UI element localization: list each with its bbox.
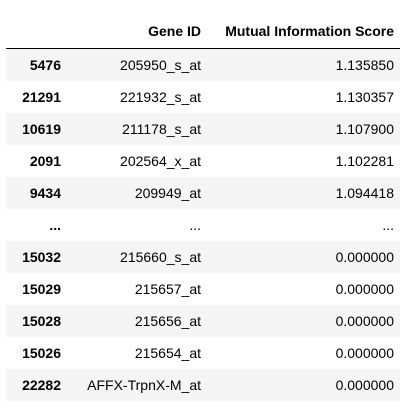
gene-id-cell: AFFX-TrpnX-M_at bbox=[87, 377, 201, 393]
table-row: 9434 209949_at 1.094418 bbox=[6, 177, 400, 209]
score-cell: ... bbox=[382, 217, 394, 233]
gene-id-cell: 215656_at bbox=[134, 313, 201, 329]
gene-id-cell: 215657_at bbox=[134, 281, 201, 297]
table-row: 15032 215660_s_at 0.000000 bbox=[6, 241, 400, 273]
gene-id-cell: 209949_at bbox=[134, 185, 201, 201]
header-row: Gene ID Mutual Information Score bbox=[6, 14, 400, 49]
index-header bbox=[6, 14, 67, 49]
gene-id-cell: 211178_s_at bbox=[122, 121, 201, 137]
row-index: 21291 bbox=[22, 89, 61, 105]
row-index: 15028 bbox=[22, 313, 61, 329]
table-row: 15026 215654_at 0.000000 bbox=[6, 337, 400, 369]
row-index: 2091 bbox=[29, 153, 61, 169]
column-header-mi-score: Mutual Information Score bbox=[207, 14, 400, 49]
score-cell: 0.000000 bbox=[335, 345, 394, 361]
dataframe-table: Gene ID Mutual Information Score 5476 20… bbox=[6, 14, 400, 401]
row-index: 22282 bbox=[22, 377, 61, 393]
row-index: 5476 bbox=[29, 57, 61, 73]
score-cell: 1.102281 bbox=[335, 153, 394, 169]
table-row: 21291 221932_s_at 1.130357 bbox=[6, 81, 400, 113]
row-index: 15032 bbox=[22, 249, 61, 265]
ellipsis-row: ... ... ... bbox=[6, 209, 400, 241]
row-index: ... bbox=[49, 217, 61, 233]
score-cell: 1.107900 bbox=[335, 121, 394, 137]
table-body: 5476 205950_s_at 1.135850 21291 221932_s… bbox=[6, 48, 400, 401]
table-row: 5476 205950_s_at 1.135850 bbox=[6, 48, 400, 81]
score-cell: 0.000000 bbox=[335, 281, 394, 297]
score-cell: 0.000000 bbox=[335, 249, 394, 265]
gene-id-cell: 215654_at bbox=[134, 345, 201, 361]
gene-id-cell: 202564_x_at bbox=[120, 153, 201, 169]
gene-id-cell: ... bbox=[189, 217, 201, 233]
score-cell: 1.094418 bbox=[335, 185, 394, 201]
row-index: 15026 bbox=[22, 345, 61, 361]
row-index: 10619 bbox=[22, 121, 61, 137]
table-row: 2091 202564_x_at 1.102281 bbox=[6, 145, 400, 177]
score-cell: 1.135850 bbox=[335, 57, 394, 73]
row-index: 15029 bbox=[22, 281, 61, 297]
score-cell: 0.000000 bbox=[335, 377, 394, 393]
column-header-gene-id: Gene ID bbox=[67, 14, 207, 49]
gene-id-cell: 221932_s_at bbox=[120, 89, 201, 105]
score-cell: 0.000000 bbox=[335, 313, 394, 329]
table-row: 22282 AFFX-TrpnX-M_at 0.000000 bbox=[6, 369, 400, 401]
table-row: 15029 215657_at 0.000000 bbox=[6, 273, 400, 305]
table-row: 10619 211178_s_at 1.107900 bbox=[6, 113, 400, 145]
score-cell: 1.130357 bbox=[335, 89, 394, 105]
gene-id-cell: 205950_s_at bbox=[120, 57, 201, 73]
table-header: Gene ID Mutual Information Score bbox=[6, 14, 400, 49]
table-row: 15028 215656_at 0.000000 bbox=[6, 305, 400, 337]
gene-id-cell: 215660_s_at bbox=[120, 249, 201, 265]
row-index: 9434 bbox=[29, 185, 61, 201]
